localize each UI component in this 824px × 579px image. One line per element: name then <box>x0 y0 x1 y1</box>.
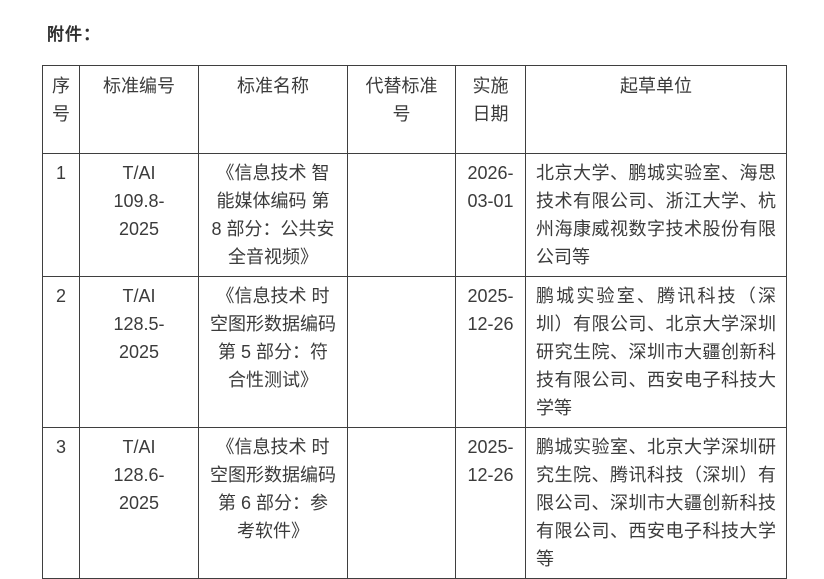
cell-standard-name: 《信息技术 智能媒体编码 第 8 部分：公共安全音视频》 <box>198 153 348 277</box>
col-header-drafters: 起草单位 <box>525 65 787 154</box>
cell-standard-name: 《信息技术 时空图形数据编码 第 6 部分：参考软件》 <box>198 427 348 579</box>
cell-standard-no: T/AI 128.5-2025 <box>79 276 199 428</box>
col-header-standard-name: 标准名称 <box>198 65 348 154</box>
cell-impl-date: 2026-03-01 <box>455 153 526 277</box>
cell-drafters: 北京大学、鹏城实验室、海思技术有限公司、浙江大学、杭州海康威视数字技术股份有限公… <box>525 153 787 277</box>
attachment-label: 附件： <box>47 25 101 44</box>
cell-seq: 1 <box>42 153 80 277</box>
table-header-row: 序号 标准编号 标准名称 代替标准号 实施日期 起草单位 <box>42 65 787 154</box>
standards-table: 序号 标准编号 标准名称 代替标准号 实施日期 起草单位 1 T/AI 109.… <box>42 65 787 579</box>
cell-seq: 2 <box>42 276 80 428</box>
cell-seq: 3 <box>42 427 80 579</box>
cell-replaced-no <box>347 427 456 579</box>
cell-standard-no: T/AI 128.6-2025 <box>79 427 199 579</box>
col-header-replaced-no: 代替标准号 <box>347 65 456 154</box>
table-row: 2 T/AI 128.5-2025 《信息技术 时空图形数据编码 第 5 部分：… <box>42 276 787 428</box>
cell-replaced-no <box>347 153 456 277</box>
cell-impl-date: 2025-12-26 <box>455 427 526 579</box>
col-header-seq: 序号 <box>42 65 80 154</box>
cell-impl-date: 2025-12-26 <box>455 276 526 428</box>
cell-replaced-no <box>347 276 456 428</box>
cell-standard-no: T/AI 109.8-2025 <box>79 153 199 277</box>
cell-standard-name: 《信息技术 时空图形数据编码 第 5 部分：符合性测试》 <box>198 276 348 428</box>
table-row: 1 T/AI 109.8-2025 《信息技术 智能媒体编码 第 8 部分：公共… <box>42 153 787 277</box>
cell-drafters: 鹏城实验室、腾讯科技（深圳）有限公司、北京大学深圳研究生院、深圳市大疆创新科技有… <box>525 276 787 428</box>
col-header-standard-no: 标准编号 <box>79 65 199 154</box>
cell-drafters: 鹏城实验室、北京大学深圳研究生院、腾讯科技（深圳）有限公司、深圳市大疆创新科技有… <box>525 427 787 579</box>
col-header-impl-date: 实施日期 <box>455 65 526 154</box>
table-row: 3 T/AI 128.6-2025 《信息技术 时空图形数据编码 第 6 部分：… <box>42 427 787 579</box>
